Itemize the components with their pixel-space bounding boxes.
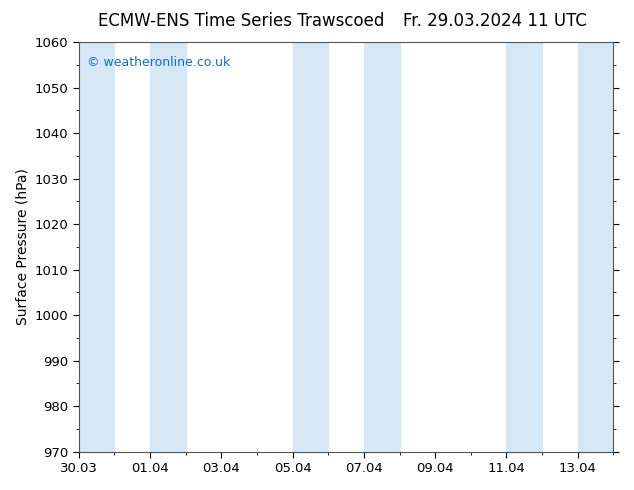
Bar	[150, 42, 186, 452]
Text: ECMW-ENS Time Series Trawscoed: ECMW-ENS Time Series Trawscoed	[98, 12, 384, 30]
Text: Fr. 29.03.2024 11 UTC: Fr. 29.03.2024 11 UTC	[403, 12, 586, 30]
Bar	[364, 42, 399, 452]
Bar	[79, 42, 114, 452]
Bar	[578, 42, 614, 452]
Bar	[293, 42, 328, 452]
Y-axis label: Surface Pressure (hPa): Surface Pressure (hPa)	[15, 169, 29, 325]
Text: © weatheronline.co.uk: © weatheronline.co.uk	[87, 56, 230, 70]
Bar	[507, 42, 542, 452]
